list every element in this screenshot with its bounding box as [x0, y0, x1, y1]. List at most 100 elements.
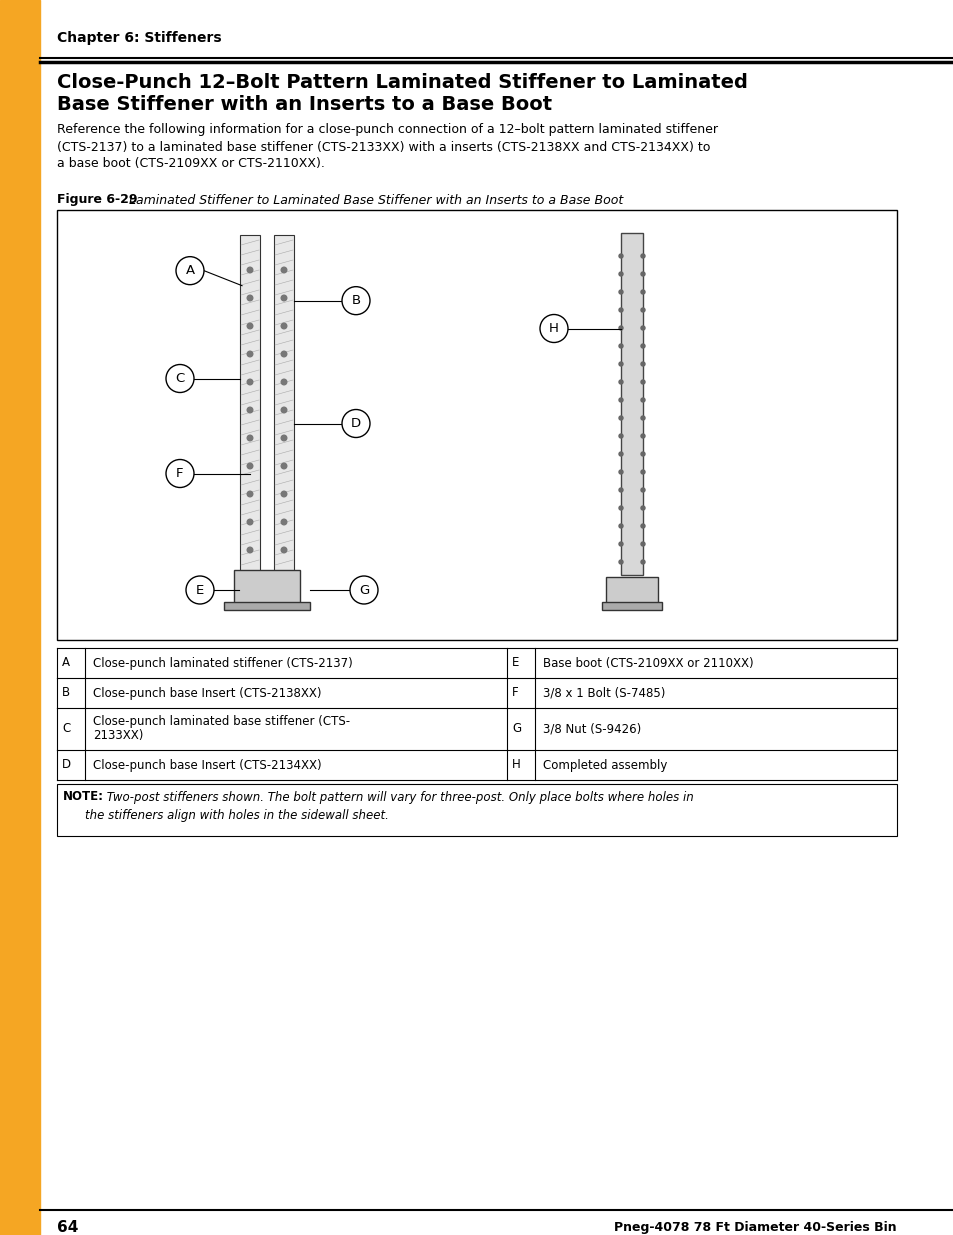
Circle shape: [247, 547, 253, 553]
Circle shape: [640, 542, 644, 546]
Circle shape: [341, 287, 370, 315]
Bar: [240, 235, 260, 572]
Circle shape: [281, 435, 287, 441]
Circle shape: [618, 524, 622, 529]
Bar: [57, 784, 896, 836]
Text: E: E: [195, 583, 204, 597]
Text: Figure 6-29: Figure 6-29: [57, 194, 137, 206]
Text: Base boot (CTS-2109XX or 2110XX): Base boot (CTS-2109XX or 2110XX): [542, 657, 753, 669]
Circle shape: [247, 351, 253, 357]
Text: B: B: [62, 687, 71, 699]
Text: Close-punch base Insert (CTS-2134XX): Close-punch base Insert (CTS-2134XX): [92, 758, 321, 772]
Text: (CTS-2137) to a laminated base stiffener (CTS-2133XX) with a inserts (CTS-2138XX: (CTS-2137) to a laminated base stiffener…: [57, 141, 710, 153]
Circle shape: [640, 524, 644, 529]
Text: 3/8 x 1 Bolt (S-7485): 3/8 x 1 Bolt (S-7485): [542, 687, 664, 699]
Bar: [0, 0, 40, 1235]
Circle shape: [618, 362, 622, 366]
Circle shape: [247, 435, 253, 441]
Circle shape: [618, 433, 622, 438]
Text: H: H: [549, 322, 558, 335]
Circle shape: [618, 345, 622, 348]
Circle shape: [618, 542, 622, 546]
Text: Close-punch laminated stiffener (CTS-2137): Close-punch laminated stiffener (CTS-213…: [92, 657, 353, 669]
Bar: [233, 571, 299, 605]
Text: C: C: [62, 722, 71, 736]
Circle shape: [640, 506, 644, 510]
Text: Two-post stiffeners shown. The bolt pattern will vary for three-post. Only place: Two-post stiffeners shown. The bolt patt…: [103, 790, 693, 804]
Bar: [274, 235, 294, 572]
Circle shape: [640, 398, 644, 403]
Circle shape: [247, 324, 253, 329]
Text: C: C: [175, 372, 185, 385]
Text: F: F: [512, 687, 518, 699]
Circle shape: [618, 272, 622, 275]
Circle shape: [618, 380, 622, 384]
Circle shape: [539, 315, 567, 342]
Text: Chapter 6: Stiffeners: Chapter 6: Stiffeners: [57, 31, 221, 44]
Text: Pneg-4078 78 Ft Diameter 40-Series Bin: Pneg-4078 78 Ft Diameter 40-Series Bin: [614, 1221, 896, 1235]
Circle shape: [247, 295, 253, 301]
Text: Laminated Stiffener to Laminated Base Stiffener with an Inserts to a Base Boot: Laminated Stiffener to Laminated Base St…: [125, 194, 622, 206]
Text: the stiffeners align with holes in the sidewall sheet.: the stiffeners align with holes in the s…: [85, 809, 389, 823]
Bar: [605, 577, 658, 605]
Circle shape: [281, 295, 287, 301]
Circle shape: [618, 559, 622, 564]
Circle shape: [166, 459, 193, 488]
Text: B: B: [351, 294, 360, 308]
Text: A: A: [185, 264, 194, 277]
Circle shape: [166, 364, 193, 393]
Text: D: D: [351, 417, 360, 430]
Text: H: H: [512, 758, 520, 772]
Circle shape: [618, 506, 622, 510]
Text: Reference the following information for a close-punch connection of a 12–bolt pa: Reference the following information for …: [57, 124, 718, 137]
Circle shape: [281, 324, 287, 329]
Circle shape: [640, 488, 644, 492]
Circle shape: [247, 492, 253, 496]
Text: G: G: [512, 722, 520, 736]
Circle shape: [247, 408, 253, 412]
Text: D: D: [62, 758, 71, 772]
Circle shape: [640, 416, 644, 420]
Circle shape: [640, 290, 644, 294]
Text: NOTE:: NOTE:: [63, 790, 104, 804]
Text: E: E: [512, 657, 518, 669]
Circle shape: [247, 267, 253, 273]
Circle shape: [281, 492, 287, 496]
Circle shape: [618, 488, 622, 492]
Circle shape: [618, 452, 622, 456]
Bar: [601, 601, 661, 610]
Circle shape: [247, 463, 253, 469]
Circle shape: [247, 379, 253, 385]
Circle shape: [186, 576, 213, 604]
Circle shape: [640, 380, 644, 384]
Circle shape: [281, 547, 287, 553]
Circle shape: [247, 519, 253, 525]
Circle shape: [175, 257, 204, 284]
Circle shape: [618, 471, 622, 474]
Circle shape: [640, 308, 644, 312]
Circle shape: [640, 254, 644, 258]
Circle shape: [640, 433, 644, 438]
Circle shape: [618, 254, 622, 258]
Circle shape: [618, 416, 622, 420]
Circle shape: [350, 576, 377, 604]
Circle shape: [618, 290, 622, 294]
Circle shape: [640, 326, 644, 330]
Circle shape: [281, 379, 287, 385]
Bar: [224, 601, 310, 610]
Bar: [620, 233, 642, 576]
Circle shape: [618, 398, 622, 403]
Text: a base boot (CTS-2109XX or CTS-2110XX).: a base boot (CTS-2109XX or CTS-2110XX).: [57, 158, 325, 170]
Text: F: F: [176, 467, 184, 480]
Circle shape: [640, 362, 644, 366]
Text: 64: 64: [57, 1220, 78, 1235]
Text: G: G: [358, 583, 369, 597]
Text: Close-Punch 12–Bolt Pattern Laminated Stiffener to Laminated: Close-Punch 12–Bolt Pattern Laminated St…: [57, 73, 747, 91]
Circle shape: [281, 463, 287, 469]
Circle shape: [618, 308, 622, 312]
Circle shape: [640, 345, 644, 348]
Circle shape: [640, 471, 644, 474]
Text: 2133XX): 2133XX): [92, 730, 143, 742]
Text: Close-punch laminated base stiffener (CTS-: Close-punch laminated base stiffener (CT…: [92, 715, 350, 727]
Circle shape: [281, 351, 287, 357]
